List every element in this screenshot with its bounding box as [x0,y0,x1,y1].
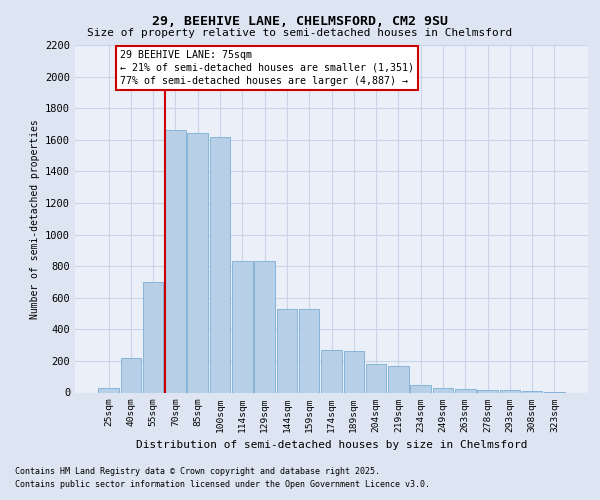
Bar [187,134,208,392]
Bar [254,262,275,392]
Bar [98,388,119,392]
Bar [477,390,498,392]
Bar [321,350,342,393]
Bar [165,130,186,392]
Text: 29, BEEHIVE LANE, CHELMSFORD, CM2 9SU: 29, BEEHIVE LANE, CHELMSFORD, CM2 9SU [152,15,448,28]
Text: Contains HM Land Registry data © Crown copyright and database right 2025.: Contains HM Land Registry data © Crown c… [15,467,380,476]
Bar [455,390,476,392]
Text: 29 BEEHIVE LANE: 75sqm
← 21% of semi-detached houses are smaller (1,351)
77% of : 29 BEEHIVE LANE: 75sqm ← 21% of semi-det… [120,50,414,86]
Bar [121,358,141,392]
Bar [388,366,409,392]
Bar [299,309,319,392]
Bar [410,384,431,392]
Bar [500,390,520,392]
Bar [522,391,542,392]
Bar [143,282,163,393]
Bar [433,388,453,392]
Bar [232,262,253,392]
X-axis label: Distribution of semi-detached houses by size in Chelmsford: Distribution of semi-detached houses by … [136,440,527,450]
Bar [366,364,386,392]
Bar [344,350,364,393]
Bar [210,136,230,392]
Y-axis label: Number of semi-detached properties: Number of semi-detached properties [29,119,40,318]
Bar [277,309,297,392]
Text: Contains public sector information licensed under the Open Government Licence v3: Contains public sector information licen… [15,480,430,489]
Text: Size of property relative to semi-detached houses in Chelmsford: Size of property relative to semi-detach… [88,28,512,38]
